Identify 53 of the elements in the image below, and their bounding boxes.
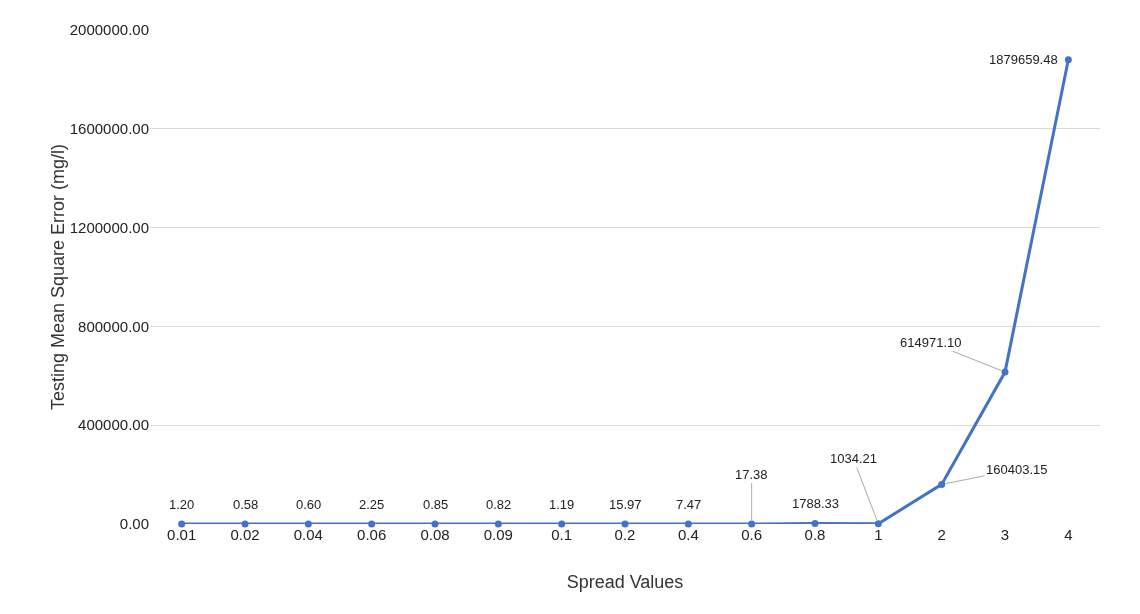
data-label: 0.58 bbox=[233, 497, 259, 512]
point bbox=[431, 520, 439, 528]
x-tick-label: 0.06 bbox=[357, 526, 387, 543]
data-label: 1788.33 bbox=[792, 496, 839, 511]
point bbox=[1064, 56, 1072, 64]
point bbox=[938, 480, 946, 488]
point bbox=[368, 520, 376, 528]
y-tick-label: 1600000.00 bbox=[69, 120, 149, 138]
point bbox=[304, 520, 312, 528]
data-label: 1.20 bbox=[169, 497, 195, 512]
x-tick-label: 0.08 bbox=[420, 526, 450, 543]
x-tick-label: 0.09 bbox=[483, 526, 513, 543]
data-label: 0.60 bbox=[296, 497, 322, 512]
point bbox=[811, 520, 819, 528]
x-tick-label: 0.8 bbox=[804, 526, 826, 543]
point bbox=[684, 520, 692, 528]
point bbox=[874, 520, 882, 528]
data-label: 0.85 bbox=[423, 497, 449, 512]
point bbox=[621, 520, 629, 528]
x-axis-title: Spread Values bbox=[566, 572, 684, 592]
point bbox=[748, 520, 756, 528]
x-tick-label: 0.02 bbox=[230, 526, 260, 543]
data-label: 160403.15 bbox=[986, 462, 1048, 477]
data-label: 1034.21 bbox=[830, 451, 877, 466]
point bbox=[1001, 368, 1009, 376]
data-label: 15.97 bbox=[609, 497, 642, 512]
point bbox=[241, 520, 249, 528]
y-axis-title: Testing Mean Square Error (mg/l) bbox=[47, 143, 68, 411]
data-label: 2.25 bbox=[359, 497, 385, 512]
data-label: 1.19 bbox=[549, 497, 575, 512]
y-tick-label: 1200000.00 bbox=[69, 218, 149, 236]
x-tick-label: 0.04 bbox=[293, 526, 323, 543]
y-tick-label: 400000.00 bbox=[78, 416, 149, 434]
x-tick-label: 0.1 bbox=[551, 526, 573, 543]
point bbox=[558, 520, 566, 528]
data-label: 614971.10 bbox=[900, 335, 962, 350]
x-tick-label: 0.2 bbox=[614, 526, 636, 543]
data-label: 0.82 bbox=[486, 497, 512, 512]
x-tick-label: 1 bbox=[874, 526, 883, 543]
y-tick-label: 0.00 bbox=[119, 515, 149, 533]
data-label: 7.47 bbox=[676, 497, 702, 512]
x-tick-label: 0.4 bbox=[677, 526, 699, 543]
point bbox=[494, 520, 502, 528]
x-tick-label: 2 bbox=[937, 526, 946, 543]
x-tick-label: 0.01 bbox=[167, 526, 197, 543]
y-tick-label: 2000000.00 bbox=[69, 21, 149, 39]
data-label: 1879659.48 bbox=[989, 52, 1058, 67]
x-tick-label: 3 bbox=[1000, 526, 1010, 543]
x-tick-label: 4 bbox=[1064, 526, 1073, 543]
x-tick-label: 0.6 bbox=[741, 526, 763, 543]
point bbox=[178, 520, 186, 528]
y-tick-label: 800000.00 bbox=[78, 317, 149, 335]
data-label: 17.38 bbox=[735, 467, 768, 482]
